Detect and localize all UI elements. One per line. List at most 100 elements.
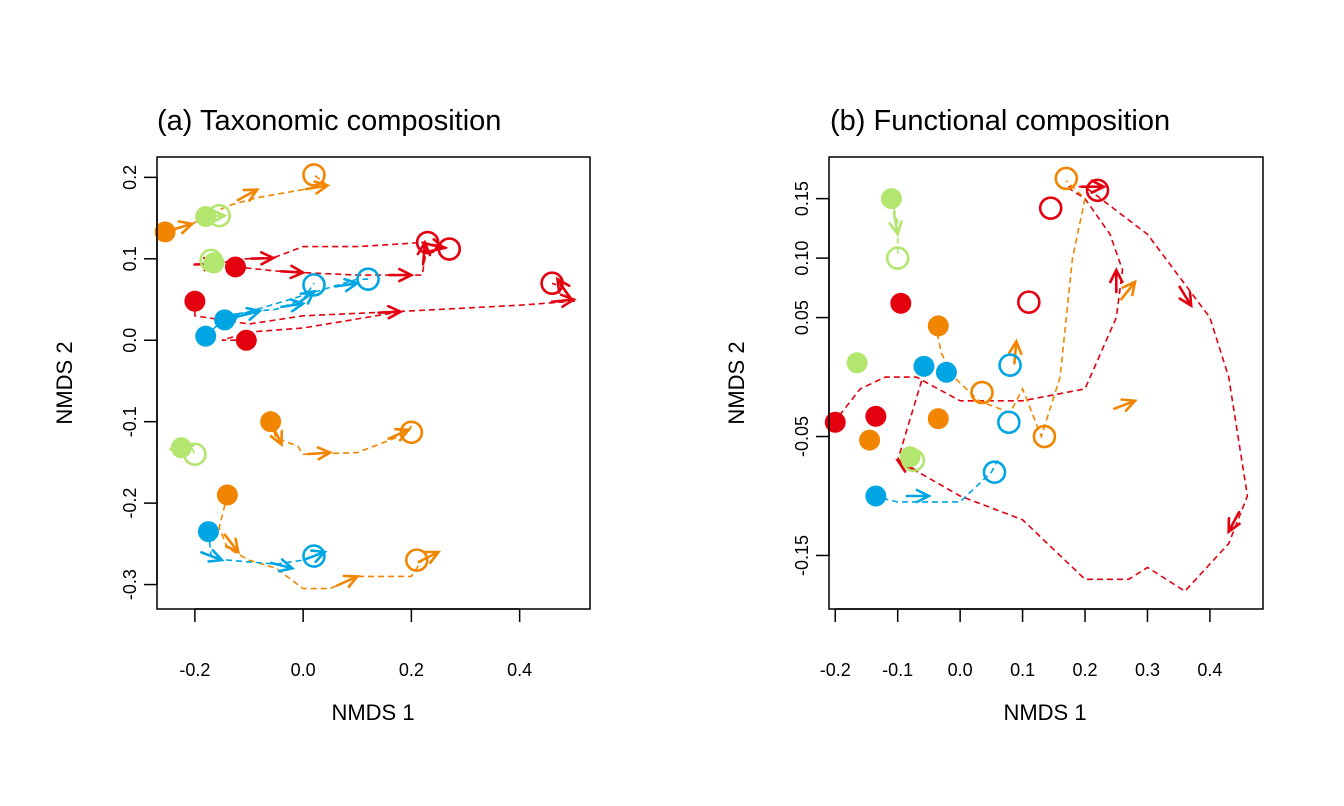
- x-tick-label: 0.3: [1135, 660, 1160, 680]
- y-tick-label: -0.1: [120, 406, 140, 437]
- start-point: [935, 361, 957, 383]
- trajectory-arrow: [302, 549, 328, 564]
- trajectory-arrow: [1008, 338, 1023, 365]
- y-tick-label: 0.10: [792, 241, 812, 276]
- start-point: [214, 309, 236, 331]
- end-point: [885, 246, 910, 270]
- y-axis-label-a: NMDS 2: [52, 341, 77, 424]
- trajectory-arrow: [1109, 267, 1124, 294]
- trajectory-arrow: [335, 574, 360, 589]
- x-tick-label: -0.2: [820, 660, 851, 680]
- x-tick-label: 0.1: [1010, 660, 1035, 680]
- trajectory-arrow: [279, 264, 306, 280]
- start-point: [913, 355, 935, 377]
- start-point: [195, 205, 217, 227]
- trajectory-arrow: [250, 251, 277, 266]
- trajectory-arrow: [223, 533, 240, 555]
- trajectory-arrow: [306, 446, 334, 461]
- x-tick-label: 0.0: [948, 660, 973, 680]
- start-point: [197, 521, 219, 543]
- trajectory-arrow: [1178, 285, 1193, 309]
- trajectory-line: [224, 282, 315, 321]
- trajectory-line: [194, 282, 576, 325]
- start-point: [890, 292, 912, 314]
- trajectory-arrow: [888, 211, 903, 238]
- start-point: [880, 188, 902, 210]
- end-point: [302, 163, 326, 187]
- end-point: [1054, 166, 1079, 191]
- start-point: [154, 221, 176, 243]
- start-point: [260, 411, 282, 433]
- trajectory-arrow: [550, 293, 577, 308]
- y-tick-label: 0.15: [792, 181, 812, 216]
- start-point: [859, 429, 881, 451]
- start-point: [170, 437, 192, 459]
- end-point: [1038, 196, 1063, 220]
- marks-b: [824, 166, 1249, 593]
- trajectory-arrow: [1120, 279, 1137, 301]
- trajectory-line: [235, 242, 429, 276]
- chart-title-a: (a) Taxonomic composition: [157, 105, 501, 137]
- x-axis-label-b: NMDS 1: [1003, 700, 1086, 725]
- y-tick-label: 0.1: [120, 246, 140, 271]
- end-point: [998, 353, 1022, 377]
- y-tick-label: -0.3: [120, 569, 140, 600]
- y-ticks-a: -0.3 -0.2 -0.1 0.0 0.1 0.2: [120, 165, 158, 600]
- end-point: [1017, 290, 1041, 314]
- start-point: [824, 411, 846, 433]
- end-point: [302, 544, 326, 568]
- trajectory-arrow: [388, 267, 415, 283]
- start-point: [195, 325, 217, 347]
- y-ticks-b: -0.15 -0.05 0.05 0.10 0.15: [792, 181, 830, 576]
- panel-a: (a) Taxonomic composition -0.2 0.0 0.2 0.4 …: [52, 105, 591, 725]
- trajectory-arrow: [334, 277, 361, 293]
- trajectory-arrow: [1080, 179, 1107, 194]
- start-point: [846, 352, 868, 374]
- marks-a: [154, 163, 577, 590]
- y-tick-label: 0.2: [120, 165, 140, 190]
- trajectory-line: [218, 494, 439, 590]
- trajectory-line: [890, 198, 899, 259]
- y-tick-label: -0.05: [792, 416, 812, 457]
- end-point: [997, 410, 1021, 435]
- start-point: [865, 485, 887, 507]
- start-point: [927, 408, 949, 430]
- trajectory-arrow: [295, 289, 317, 306]
- trajectory-arrow: [905, 488, 932, 504]
- y-axis-label-b: NMDS 2: [724, 341, 749, 424]
- end-point: [302, 273, 326, 297]
- start-point: [235, 329, 257, 351]
- trajectory-line: [269, 421, 413, 456]
- trajectory-line: [834, 185, 1249, 593]
- x-ticks-a: -0.2 0.0 0.2 0.4: [179, 608, 532, 680]
- end-point: [540, 271, 564, 296]
- x-ticks-b: -0.2 -0.1 0.0 0.1 0.2 0.3 0.4: [820, 608, 1222, 680]
- end-point: [415, 230, 440, 255]
- trajectory-line: [934, 180, 1086, 439]
- y-tick-label: 0.05: [792, 300, 812, 335]
- x-tick-label: 0.0: [291, 660, 316, 680]
- end-point: [437, 237, 462, 261]
- trajectory-arrow: [387, 427, 412, 442]
- chart-title-b: (b) Functional composition: [830, 105, 1170, 137]
- trajectory-line: [872, 459, 999, 503]
- x-tick-label: 0.2: [1073, 660, 1098, 680]
- x-tick-label: -0.2: [179, 660, 210, 680]
- start-point: [224, 256, 246, 278]
- x-tick-label: 0.4: [1197, 660, 1222, 680]
- start-point: [899, 446, 921, 468]
- end-point: [399, 420, 424, 445]
- end-point: [970, 380, 994, 405]
- end-point: [982, 460, 1007, 485]
- trajectory-arrow: [1227, 510, 1241, 535]
- panel-b: (b) Functional composition -0.2 -0.1 0.0 0.…: [724, 105, 1264, 725]
- trajectory-arrow: [200, 549, 225, 563]
- trajectory-arrow: [555, 276, 571, 299]
- start-point: [184, 290, 206, 312]
- trajectory-arrow: [417, 550, 441, 564]
- trajectory-arrow: [236, 188, 260, 202]
- y-tick-label: -0.2: [120, 488, 140, 519]
- x-tick-label: 0.4: [507, 660, 532, 680]
- start-point: [216, 484, 238, 506]
